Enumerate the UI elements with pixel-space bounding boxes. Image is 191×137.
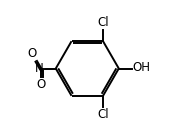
Text: Cl: Cl bbox=[97, 108, 109, 121]
Text: O: O bbox=[27, 47, 36, 60]
Text: OH: OH bbox=[133, 61, 151, 74]
Text: O: O bbox=[37, 78, 46, 91]
Text: N: N bbox=[35, 62, 44, 75]
Text: Cl: Cl bbox=[97, 16, 109, 29]
